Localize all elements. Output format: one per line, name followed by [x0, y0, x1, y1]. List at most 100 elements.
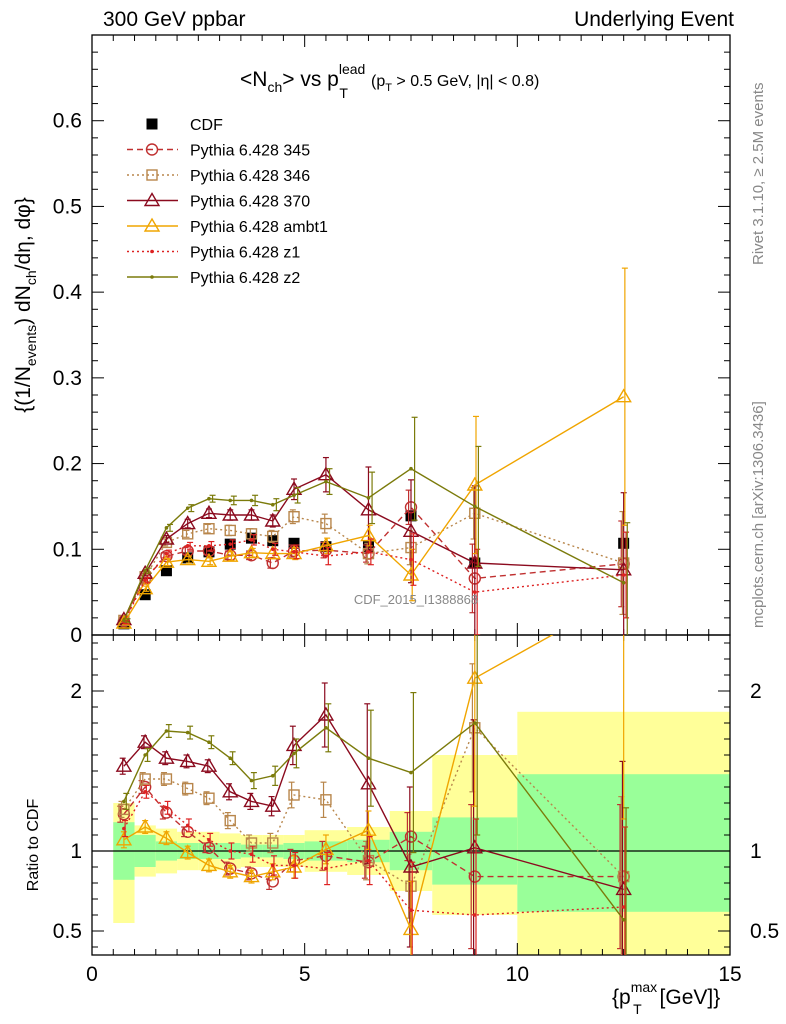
data-point — [200, 552, 218, 567]
data-point — [320, 541, 332, 553]
watermark: CDF_2015_I1388868 — [354, 592, 478, 607]
data-point — [249, 778, 254, 783]
data-point — [264, 797, 281, 812]
data-point — [243, 868, 260, 883]
title-part: ) dN — [12, 285, 35, 325]
data-point — [324, 866, 328, 871]
data-point — [200, 757, 218, 772]
series-line — [123, 785, 624, 883]
legend-marker — [145, 143, 159, 156]
title-part: (p — [371, 73, 385, 90]
data-point — [181, 782, 194, 795]
data-point — [160, 773, 173, 785]
data-point — [366, 756, 371, 760]
data-point — [203, 792, 215, 804]
title-part: /dη, dφ} — [12, 197, 35, 270]
data-point — [621, 905, 626, 909]
data-point — [360, 775, 377, 790]
data-point — [288, 789, 300, 801]
x-tick-label: 0 — [86, 963, 98, 986]
data-point — [267, 535, 279, 547]
data-point — [143, 790, 147, 794]
legend: CDF Pythia 6.428 345 Pythia 6.428 346 Pythi… — [127, 117, 328, 287]
data-point — [621, 580, 626, 585]
data-point — [615, 881, 632, 896]
data-point — [362, 854, 375, 867]
data-point — [360, 527, 377, 542]
series-line — [123, 713, 624, 891]
data-point — [122, 826, 126, 831]
legend-marker — [143, 192, 161, 207]
data-point — [249, 538, 254, 542]
data-point — [185, 544, 190, 548]
data-point — [466, 839, 484, 854]
data-point — [621, 573, 626, 577]
data-point — [270, 863, 275, 868]
x-tick-label: 10 — [506, 963, 529, 986]
data-point — [179, 844, 196, 859]
series-line — [123, 635, 554, 932]
data-point — [200, 504, 218, 519]
y-tick-label: 0.2 — [53, 453, 82, 476]
data-point — [292, 751, 296, 756]
title-part: T — [385, 82, 392, 94]
data-point — [185, 823, 190, 828]
ratio-y-tick-label: 2 — [70, 680, 82, 703]
title-part: T — [633, 1001, 642, 1017]
data-point — [409, 557, 413, 562]
legend-label: Pythia 6.428 ambt1 — [190, 219, 328, 236]
data-point — [366, 858, 371, 863]
legend-marker — [146, 169, 158, 181]
data-point — [402, 921, 420, 936]
data-point — [402, 522, 420, 537]
series-line — [123, 506, 624, 622]
title-part: lead — [339, 61, 365, 77]
data-point — [324, 726, 328, 730]
main-panel-series — [115, 267, 632, 635]
header-left-label: 300 GeV ppbar — [103, 8, 246, 31]
chart-title: <Nch> vs plead T — [240, 61, 365, 101]
data-point — [402, 566, 420, 581]
data-point — [409, 770, 413, 775]
data-point — [320, 517, 332, 530]
data-point — [185, 506, 190, 510]
data-point — [243, 544, 260, 559]
data-point — [267, 837, 279, 849]
data-point — [317, 537, 335, 552]
data-point — [473, 913, 477, 917]
data-point — [164, 806, 169, 810]
data-point — [270, 502, 275, 507]
data-point — [292, 550, 296, 554]
data-point — [224, 524, 236, 537]
legend-marker — [143, 217, 161, 232]
data-point — [202, 841, 216, 854]
legend-label: Pythia 6.428 370 — [190, 194, 310, 211]
data-point — [207, 496, 211, 501]
data-point — [409, 908, 413, 912]
data-point — [288, 537, 300, 549]
data-point — [402, 858, 420, 873]
data-point — [404, 830, 418, 843]
y-tick-label: 0.4 — [53, 281, 83, 304]
rivet-version-label: Rivet 3.1.10, ≥ 2.5M events — [750, 82, 767, 266]
data-point — [136, 580, 154, 595]
data-point — [409, 466, 413, 471]
legend-label: Pythia 6.428 z2 — [190, 270, 300, 287]
data-point — [285, 737, 303, 752]
data-point — [366, 550, 371, 554]
data-point — [179, 753, 196, 768]
data-point — [136, 733, 154, 748]
ratio-y-tick-label: 0.5 — [53, 920, 82, 943]
data-point — [203, 523, 215, 535]
title-part: > 0.5 GeV, |η| < 0.8) — [392, 73, 539, 90]
title-part: ch — [23, 270, 39, 285]
data-point — [245, 837, 258, 849]
data-point — [158, 749, 175, 764]
data-point — [243, 506, 260, 521]
ratio-y-tick-label-right: 2 — [750, 680, 762, 703]
legend-label: Pythia 6.428 346 — [190, 168, 310, 185]
data-point — [360, 821, 377, 836]
axis-ticks — [91, 34, 731, 955]
y-tick-label: 0.1 — [53, 538, 82, 561]
data-point — [228, 542, 233, 546]
